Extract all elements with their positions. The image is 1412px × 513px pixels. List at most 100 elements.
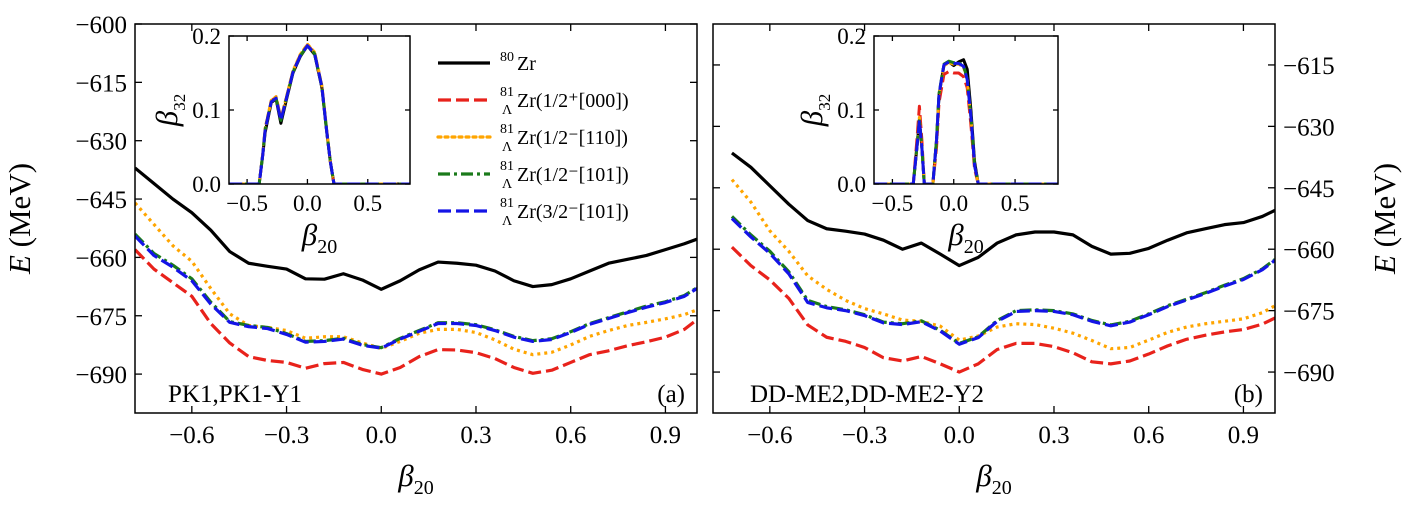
panel-a-xtick-label: 0.0 <box>366 422 397 449</box>
panel-b-xtick-label: 0.6 <box>1133 422 1164 449</box>
panel-a-inset-axes: −0.5 0.0 0.50.00.10.2 <box>192 24 410 216</box>
panel-b-axes: −0.6 −0.3 0.0 0.3 0.6 0.9 −615 −630 −645 −660 −675… <box>713 24 1335 449</box>
panel-a-inset-xtick-label: 0.5 <box>353 191 382 216</box>
panel-b-ytick-label: −615 <box>1283 53 1335 80</box>
legend-mass-p3101: 81 <box>500 196 514 211</box>
panel-a-ytick-label: −615 <box>75 70 127 97</box>
panel-b-inset-bg <box>874 36 1058 184</box>
panel-a-axes: −0.6 −0.3 0.0 0.3 0.6 0.9 −600 −615 −630 −645 −660… <box>75 12 697 449</box>
panel-b-inset-xlabel-subscript: 20 <box>964 236 984 258</box>
panel-a-inset-ylabel-beta: β <box>149 110 184 127</box>
panel-b-ytick-label: −690 <box>1283 360 1335 387</box>
panel-a: −0.6 −0.3 0.0 0.3 0.6 0.9 −600 −615 −630 −645 −660… <box>2 12 698 499</box>
panel-b-line-s000 <box>730 246 1275 374</box>
panel-b-ylabel-symbol: E <box>1367 255 1402 275</box>
panel-a-series <box>135 166 697 376</box>
panel-b-inset-xtick-label: 0.5 <box>1001 191 1030 216</box>
panel-b: −0.6 −0.3 0.0 0.3 0.6 0.9 −615 −630 −645 −660 −675… <box>712 23 1402 499</box>
panel-a-frame <box>134 23 698 414</box>
legend-label-p110: Zr(1/2⁻[110]) <box>517 127 628 149</box>
panel-b-inset-frame <box>873 35 1059 185</box>
panel-b-panel-label: (b) <box>1234 381 1263 408</box>
legend-lambda-p3101: Λ <box>502 214 513 229</box>
panel-a-line-p110 <box>135 201 697 357</box>
panel-a-ytick-label: −600 <box>75 12 127 39</box>
panel-a-xtick-label: −0.6 <box>169 422 214 449</box>
panel-b-inset-ytick-label: 0.1 <box>837 98 866 123</box>
panel-a-ytick-label: −645 <box>75 187 127 214</box>
panel-a-inset-ytick-label: 0.0 <box>192 172 221 197</box>
panel-a-line-zr80 <box>135 166 697 291</box>
panel-a-xlabel: β20 <box>397 458 433 499</box>
panel-b-ytick-label: −630 <box>1283 114 1335 141</box>
panel-a-inset-xlabel-beta: β <box>301 217 318 252</box>
panel-b-xtick-label: 0.0 <box>944 422 975 449</box>
panel-b-ytick-label: −645 <box>1283 176 1335 203</box>
panel-b-inset-ylabel-sub: 32 <box>815 94 834 111</box>
panel-a-inset-bg <box>229 36 410 184</box>
legend-label-zr80: Zr <box>517 53 536 75</box>
panel-a-ylabel: E (MeV) <box>2 163 37 275</box>
panel-b-inset-series <box>874 58 1058 184</box>
panel-b-line-zr80 <box>730 151 1275 268</box>
panel-b-inset-axes: −0.5 0.0 0.50.00.10.2 <box>837 24 1058 216</box>
panel-a-inset-xlabel: β20 <box>301 217 337 258</box>
panel-b-series <box>730 151 1275 374</box>
panel-a-inset-ylabel-sub: 32 <box>170 94 189 111</box>
panel-b-line-p110 <box>730 178 1275 351</box>
panel-a-inset-xtick-label: 0.0 <box>293 191 322 216</box>
panel-b-xlabel-beta: β <box>975 458 992 493</box>
panel-a-ytick-label: −630 <box>75 129 127 156</box>
panel-b-ylabel-unit: (MeV) <box>1367 163 1402 255</box>
panel-a-ytick-label: −675 <box>75 304 127 331</box>
panel-a-inset-ytick-label: 0.2 <box>192 24 221 49</box>
panel-a-line-p3101 <box>135 234 697 350</box>
panel-a-inset-xtick-label: −0.5 <box>226 191 268 216</box>
panel-b-inset-xlabel-beta: β <box>947 217 964 252</box>
panel-b-line-p3101 <box>730 217 1275 346</box>
panel-a-inset-line-p3101 <box>229 44 410 184</box>
legend-label-p101: Zr(1/2⁻[101]) <box>517 164 629 186</box>
panel-b-inset-xtick-label: 0.0 <box>939 191 968 216</box>
panel-a-ytick-label: −690 <box>75 362 127 389</box>
panel-a-xtick-label: −0.3 <box>264 422 309 449</box>
panel-a-xlabel-subscript: 20 <box>414 477 434 499</box>
legend-label-s000: Zr(1/2⁺[000]) <box>517 90 629 112</box>
panel-a-ylabel-unit: (MeV) <box>2 163 37 255</box>
legend-mass-p110: 81 <box>500 122 514 137</box>
panel-a-xlabel-beta: β <box>397 458 414 493</box>
legend-mass-zr80: 80 <box>500 50 514 65</box>
panel-b-ylabel: E (MeV) <box>1367 163 1402 275</box>
panel-a-ylabel-symbol: E <box>2 255 37 275</box>
panel-b-inset-ylabel-beta: β <box>794 110 829 127</box>
panel-a-inset-ytick-label: 0.1 <box>192 98 221 123</box>
panel-b-ytick-label: −675 <box>1283 299 1335 326</box>
panel-b-xtick-label: −0.6 <box>747 422 792 449</box>
panel-a-panel-label: (a) <box>657 381 685 408</box>
panel-b-inset-xtick-label: −0.5 <box>872 191 914 216</box>
legend-lambda-p110: Λ <box>502 140 513 155</box>
panel-b-model-label: DD-ME2,DD-ME2-Y2 <box>750 381 984 408</box>
panel-a-line-s000 <box>135 248 697 376</box>
legend-label-p3101: Zr(3/2⁻[101]) <box>517 201 629 223</box>
legend-lambda-s000: Λ <box>502 103 513 118</box>
panel-b-frame <box>712 23 1276 414</box>
panel-b-inset-xlabel: β20 <box>947 217 983 258</box>
panel-b-inset-ytick-label: 0.2 <box>837 24 866 49</box>
panel-b-xlabel: β20 <box>975 458 1011 499</box>
panel-b-xtick-label: 0.9 <box>1228 422 1259 449</box>
panel-a-model-label: PK1,PK1-Y1 <box>168 381 302 408</box>
panel-a-xtick-label: 0.3 <box>460 422 491 449</box>
panel-a-inset-xlabel-subscript: 20 <box>317 236 337 258</box>
legend-mass-s000: 81 <box>500 85 514 100</box>
legend-lambda-p101: Λ <box>502 177 513 192</box>
legend-mass-p101: 81 <box>500 159 514 174</box>
panel-a-inset-ylabel: β32 <box>149 94 189 127</box>
panel-a-inset-frame <box>228 35 411 185</box>
panel-b-inset-ytick-label: 0.0 <box>837 172 866 197</box>
panel-b-inset-line-p3101 <box>874 60 1058 184</box>
panel-a-xtick-label: 0.6 <box>555 422 586 449</box>
panel-b-xtick-label: −0.3 <box>842 422 887 449</box>
